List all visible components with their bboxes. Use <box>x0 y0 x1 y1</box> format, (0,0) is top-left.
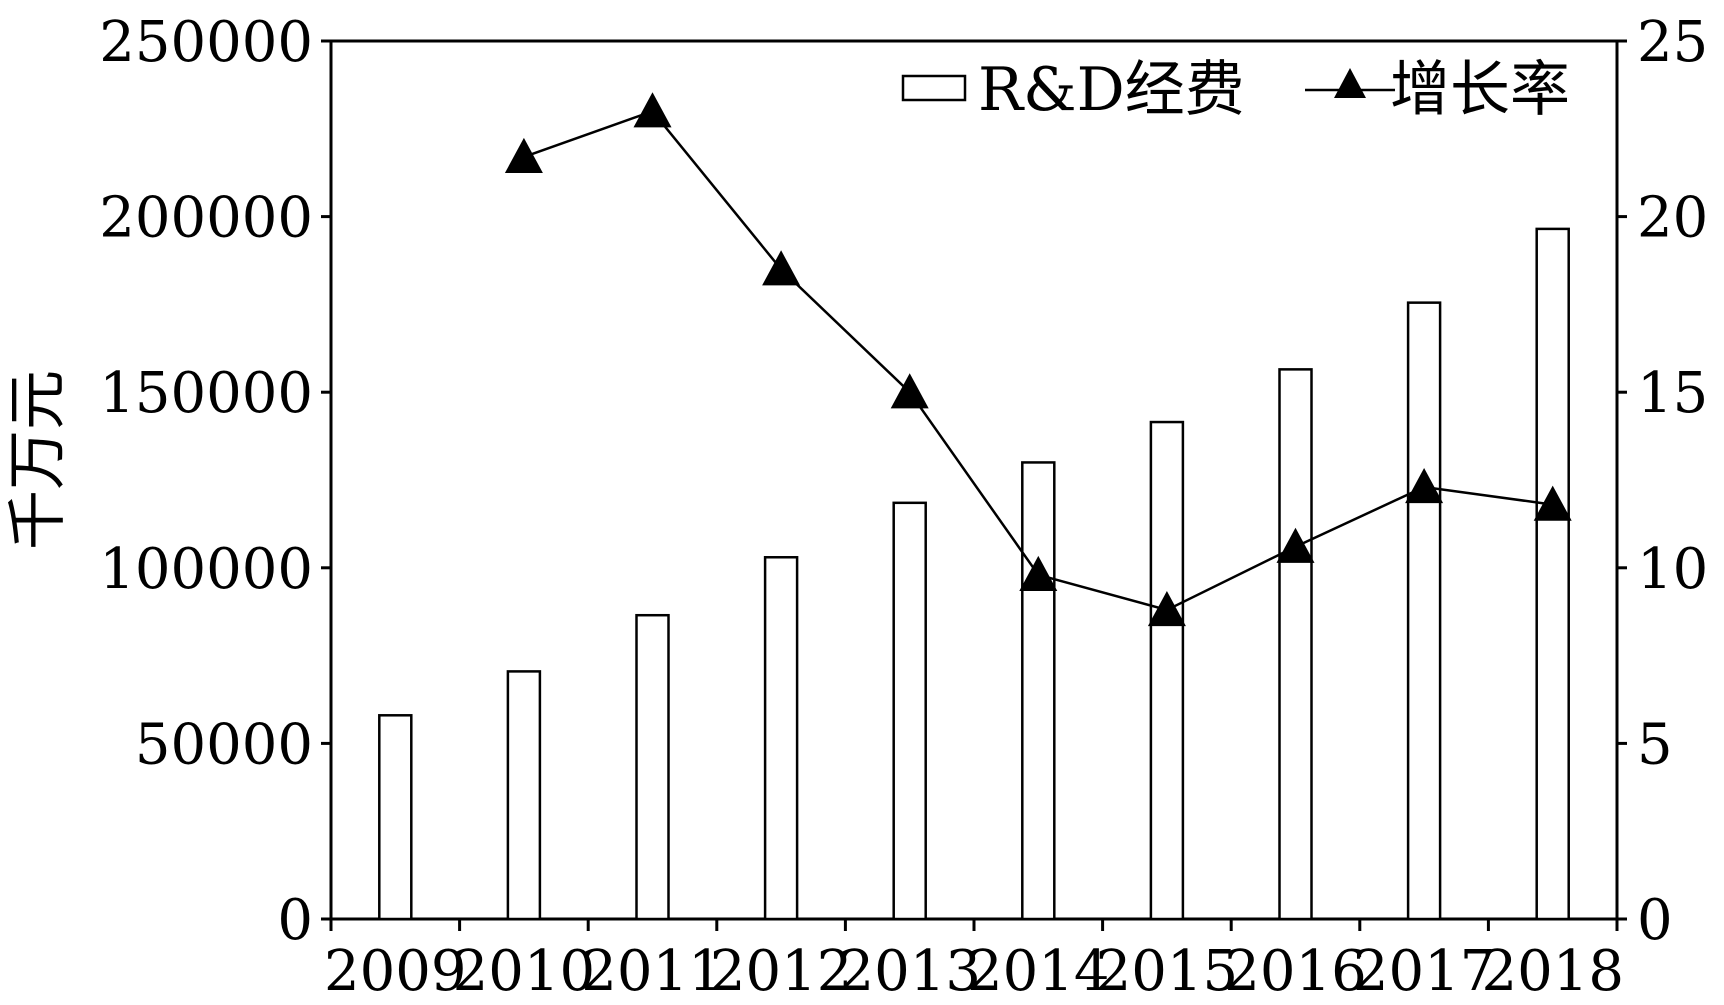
legend: R&D经费 增长率 <box>901 55 1570 125</box>
triangle-marker <box>890 373 929 409</box>
x-tick-label: 2016 <box>1224 939 1367 1004</box>
y-tick-label: 50000 <box>135 712 313 777</box>
x-tick-label: 2011 <box>581 939 724 1004</box>
legend-bar-label: R&D经费 <box>978 55 1245 125</box>
triangle-marker <box>1147 590 1186 627</box>
y-tick-label: 200000 <box>99 186 313 251</box>
bar <box>635 613 670 921</box>
triangle-marker <box>1019 555 1058 591</box>
x-tick-label: 2015 <box>1096 939 1239 1004</box>
y-right-tick-label: 20 <box>1637 186 1708 251</box>
y-axis-label: 千万元 <box>3 370 73 550</box>
bar-series <box>378 227 1570 921</box>
y-tick-label: 0 <box>277 888 313 953</box>
triangle-marker <box>1276 527 1315 563</box>
x-tick-label: 2014 <box>967 939 1110 1004</box>
bar <box>1535 227 1570 921</box>
y-tick-label: 250000 <box>99 10 313 75</box>
y-right-tick-label: 10 <box>1637 537 1708 602</box>
y-tick-label: 100000 <box>99 537 313 602</box>
x-tick-label: 2017 <box>1353 939 1496 1004</box>
y-right-tick-label: 0 <box>1637 888 1673 953</box>
y-tick-label: 150000 <box>99 361 313 426</box>
legend-line-label: 增长率 <box>1390 55 1570 125</box>
line-series <box>504 92 1572 627</box>
x-tick-label: 2012 <box>710 939 853 1004</box>
bar <box>1278 368 1313 921</box>
axes <box>321 39 1627 931</box>
bar <box>763 556 799 921</box>
bar <box>506 670 542 921</box>
x-tick-label: 2018 <box>1481 939 1624 1004</box>
bar <box>1021 461 1056 921</box>
y-right-tick-label: 5 <box>1637 712 1673 777</box>
legend-triangle-icon <box>1334 68 1366 98</box>
tick-labels: 0 50000 100000 150000 200000 250000 0 5 10 15 20 25… <box>99 10 1708 1004</box>
bar <box>378 714 413 921</box>
bar <box>1406 301 1442 921</box>
y-right-tick-label: 15 <box>1637 361 1708 426</box>
triangle-marker <box>1405 468 1444 504</box>
triangle-marker <box>633 92 672 128</box>
bar <box>892 501 927 921</box>
legend-bar-swatch <box>901 74 967 102</box>
x-tick-label: 2010 <box>453 939 596 1004</box>
x-tick-label: 2013 <box>838 939 981 1004</box>
triangle-marker <box>504 137 543 174</box>
bar <box>1149 420 1185 921</box>
x-tick-label: 2009 <box>324 939 467 1004</box>
triangle-marker <box>1533 485 1572 521</box>
y-right-tick-label: 25 <box>1637 10 1708 75</box>
triangle-marker <box>762 250 801 286</box>
